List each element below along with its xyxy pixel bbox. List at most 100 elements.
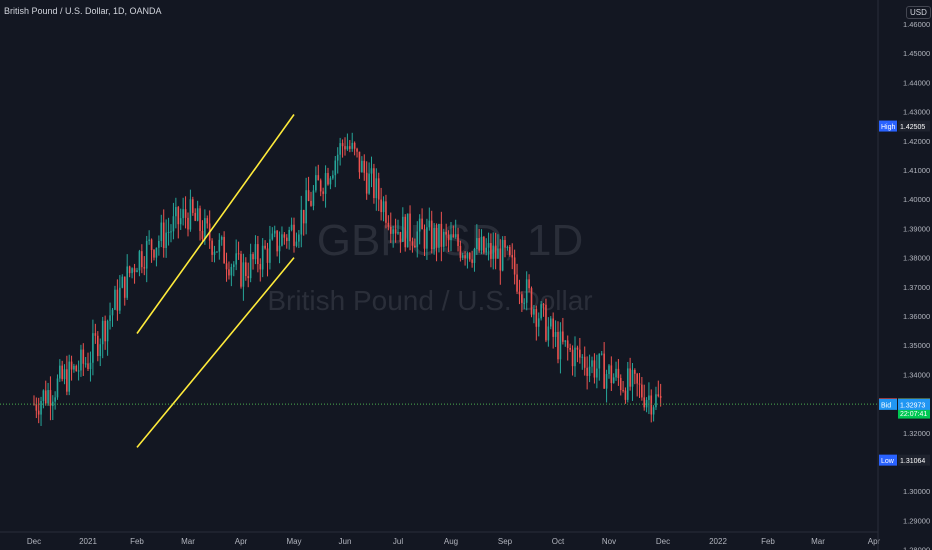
candle-body <box>549 318 552 327</box>
y-tick-label: 1.40000 <box>903 195 930 204</box>
y-tick-label: 1.35000 <box>903 341 930 350</box>
candle-body <box>230 267 233 276</box>
y-tick-label: 1.34000 <box>903 370 930 379</box>
candle-body <box>295 241 298 246</box>
time-axis[interactable]: Dec 2021 Feb Mar Apr May Jun Jul Aug Sep Oct Nov Dec… <box>0 531 881 546</box>
candle-body <box>51 401 54 407</box>
candle-body <box>281 234 283 246</box>
currency-button[interactable]: USD <box>906 6 931 19</box>
candle-body <box>466 253 469 259</box>
candle-body <box>182 209 184 219</box>
candle-body <box>145 240 148 269</box>
trend-channel[interactable] <box>136 114 295 448</box>
y-tick-label: 1.36000 <box>903 312 930 321</box>
candle-body <box>206 218 209 224</box>
candle-body <box>409 213 411 242</box>
candle-body <box>339 143 341 155</box>
x-tick-label: Jul <box>393 537 403 546</box>
y-tick-label: 1.28000 <box>903 546 930 550</box>
candle-body <box>406 213 409 248</box>
candle-body <box>501 240 504 271</box>
candle-body <box>454 234 457 238</box>
candle-body <box>49 390 52 407</box>
candle-body <box>40 401 42 415</box>
candle-body <box>518 291 521 295</box>
candle-body <box>300 209 303 235</box>
candle-body <box>363 160 366 173</box>
candle-body <box>54 397 56 402</box>
candle-body <box>261 245 264 270</box>
candle-body <box>131 268 133 274</box>
candle-body <box>457 234 459 246</box>
candle-body <box>63 369 66 380</box>
candle-body <box>257 244 259 265</box>
x-tick-label: Feb <box>130 537 144 546</box>
candle-body <box>624 390 627 400</box>
y-tick-label: 1.39000 <box>903 224 930 233</box>
candle-body <box>442 231 445 247</box>
candle-body <box>377 178 380 200</box>
x-tick-label: 2022 <box>709 537 727 546</box>
candle-body <box>66 369 68 392</box>
candle-body <box>138 251 141 271</box>
x-tick-label: Apr <box>235 537 248 546</box>
candle-body <box>293 224 295 246</box>
candle-body <box>170 231 172 233</box>
candle-body <box>645 399 648 408</box>
candle-body <box>175 207 177 217</box>
candle-body <box>269 239 271 263</box>
candle-body <box>399 232 402 242</box>
candle-body <box>123 276 126 298</box>
symbol-title[interactable]: British Pound / U.S. Dollar, 1D, OANDA <box>4 6 162 16</box>
candle-body <box>461 255 464 258</box>
candle-body <box>150 239 153 251</box>
candle-body <box>421 218 423 230</box>
price-axis[interactable]: 1.46000 1.45000 1.44000 1.43000 1.42000 1.410… <box>877 0 930 550</box>
candle-body <box>361 160 363 173</box>
candle-body <box>373 168 375 199</box>
candle-body <box>438 223 440 248</box>
candle-body <box>271 233 274 240</box>
candle-body <box>216 251 218 253</box>
candle-body <box>416 231 419 248</box>
candle-body <box>77 370 80 372</box>
candle-body <box>591 360 593 367</box>
candle-body <box>652 407 655 415</box>
candle-body <box>126 266 128 298</box>
candle-body <box>356 148 358 152</box>
candle-body <box>346 146 349 150</box>
candle-body <box>559 331 562 360</box>
candle-body <box>402 216 404 242</box>
candle-body <box>119 287 121 311</box>
candle-body <box>542 304 545 306</box>
candle-body <box>101 320 104 345</box>
candle-body <box>389 226 392 234</box>
candle-body <box>61 365 63 380</box>
y-tick-label: 1.38000 <box>903 254 930 263</box>
candle-body <box>643 397 646 408</box>
candle-body <box>631 369 634 387</box>
candle-body <box>610 365 613 384</box>
candle-body <box>194 212 197 221</box>
price-tag-label-text: Low <box>881 458 895 465</box>
x-tick-label: Feb <box>761 537 775 546</box>
candle-body <box>471 259 473 263</box>
candle-body <box>569 347 571 350</box>
trend-line[interactable] <box>136 257 295 448</box>
countdown-timer: 22:07:41 <box>900 411 927 418</box>
candle-body <box>240 253 242 287</box>
candle-body <box>82 349 85 364</box>
candle-body <box>513 257 516 275</box>
candle-body <box>650 395 653 415</box>
candle-body <box>37 410 40 415</box>
candle-body <box>266 248 269 263</box>
candle-body <box>537 318 540 327</box>
candle-body <box>626 368 629 400</box>
trend-line[interactable] <box>136 114 295 334</box>
price-tag-label <box>879 398 897 410</box>
candle-body <box>397 232 399 234</box>
price-tag <box>898 454 930 466</box>
candle-body <box>324 173 327 194</box>
candle-body <box>450 234 452 241</box>
